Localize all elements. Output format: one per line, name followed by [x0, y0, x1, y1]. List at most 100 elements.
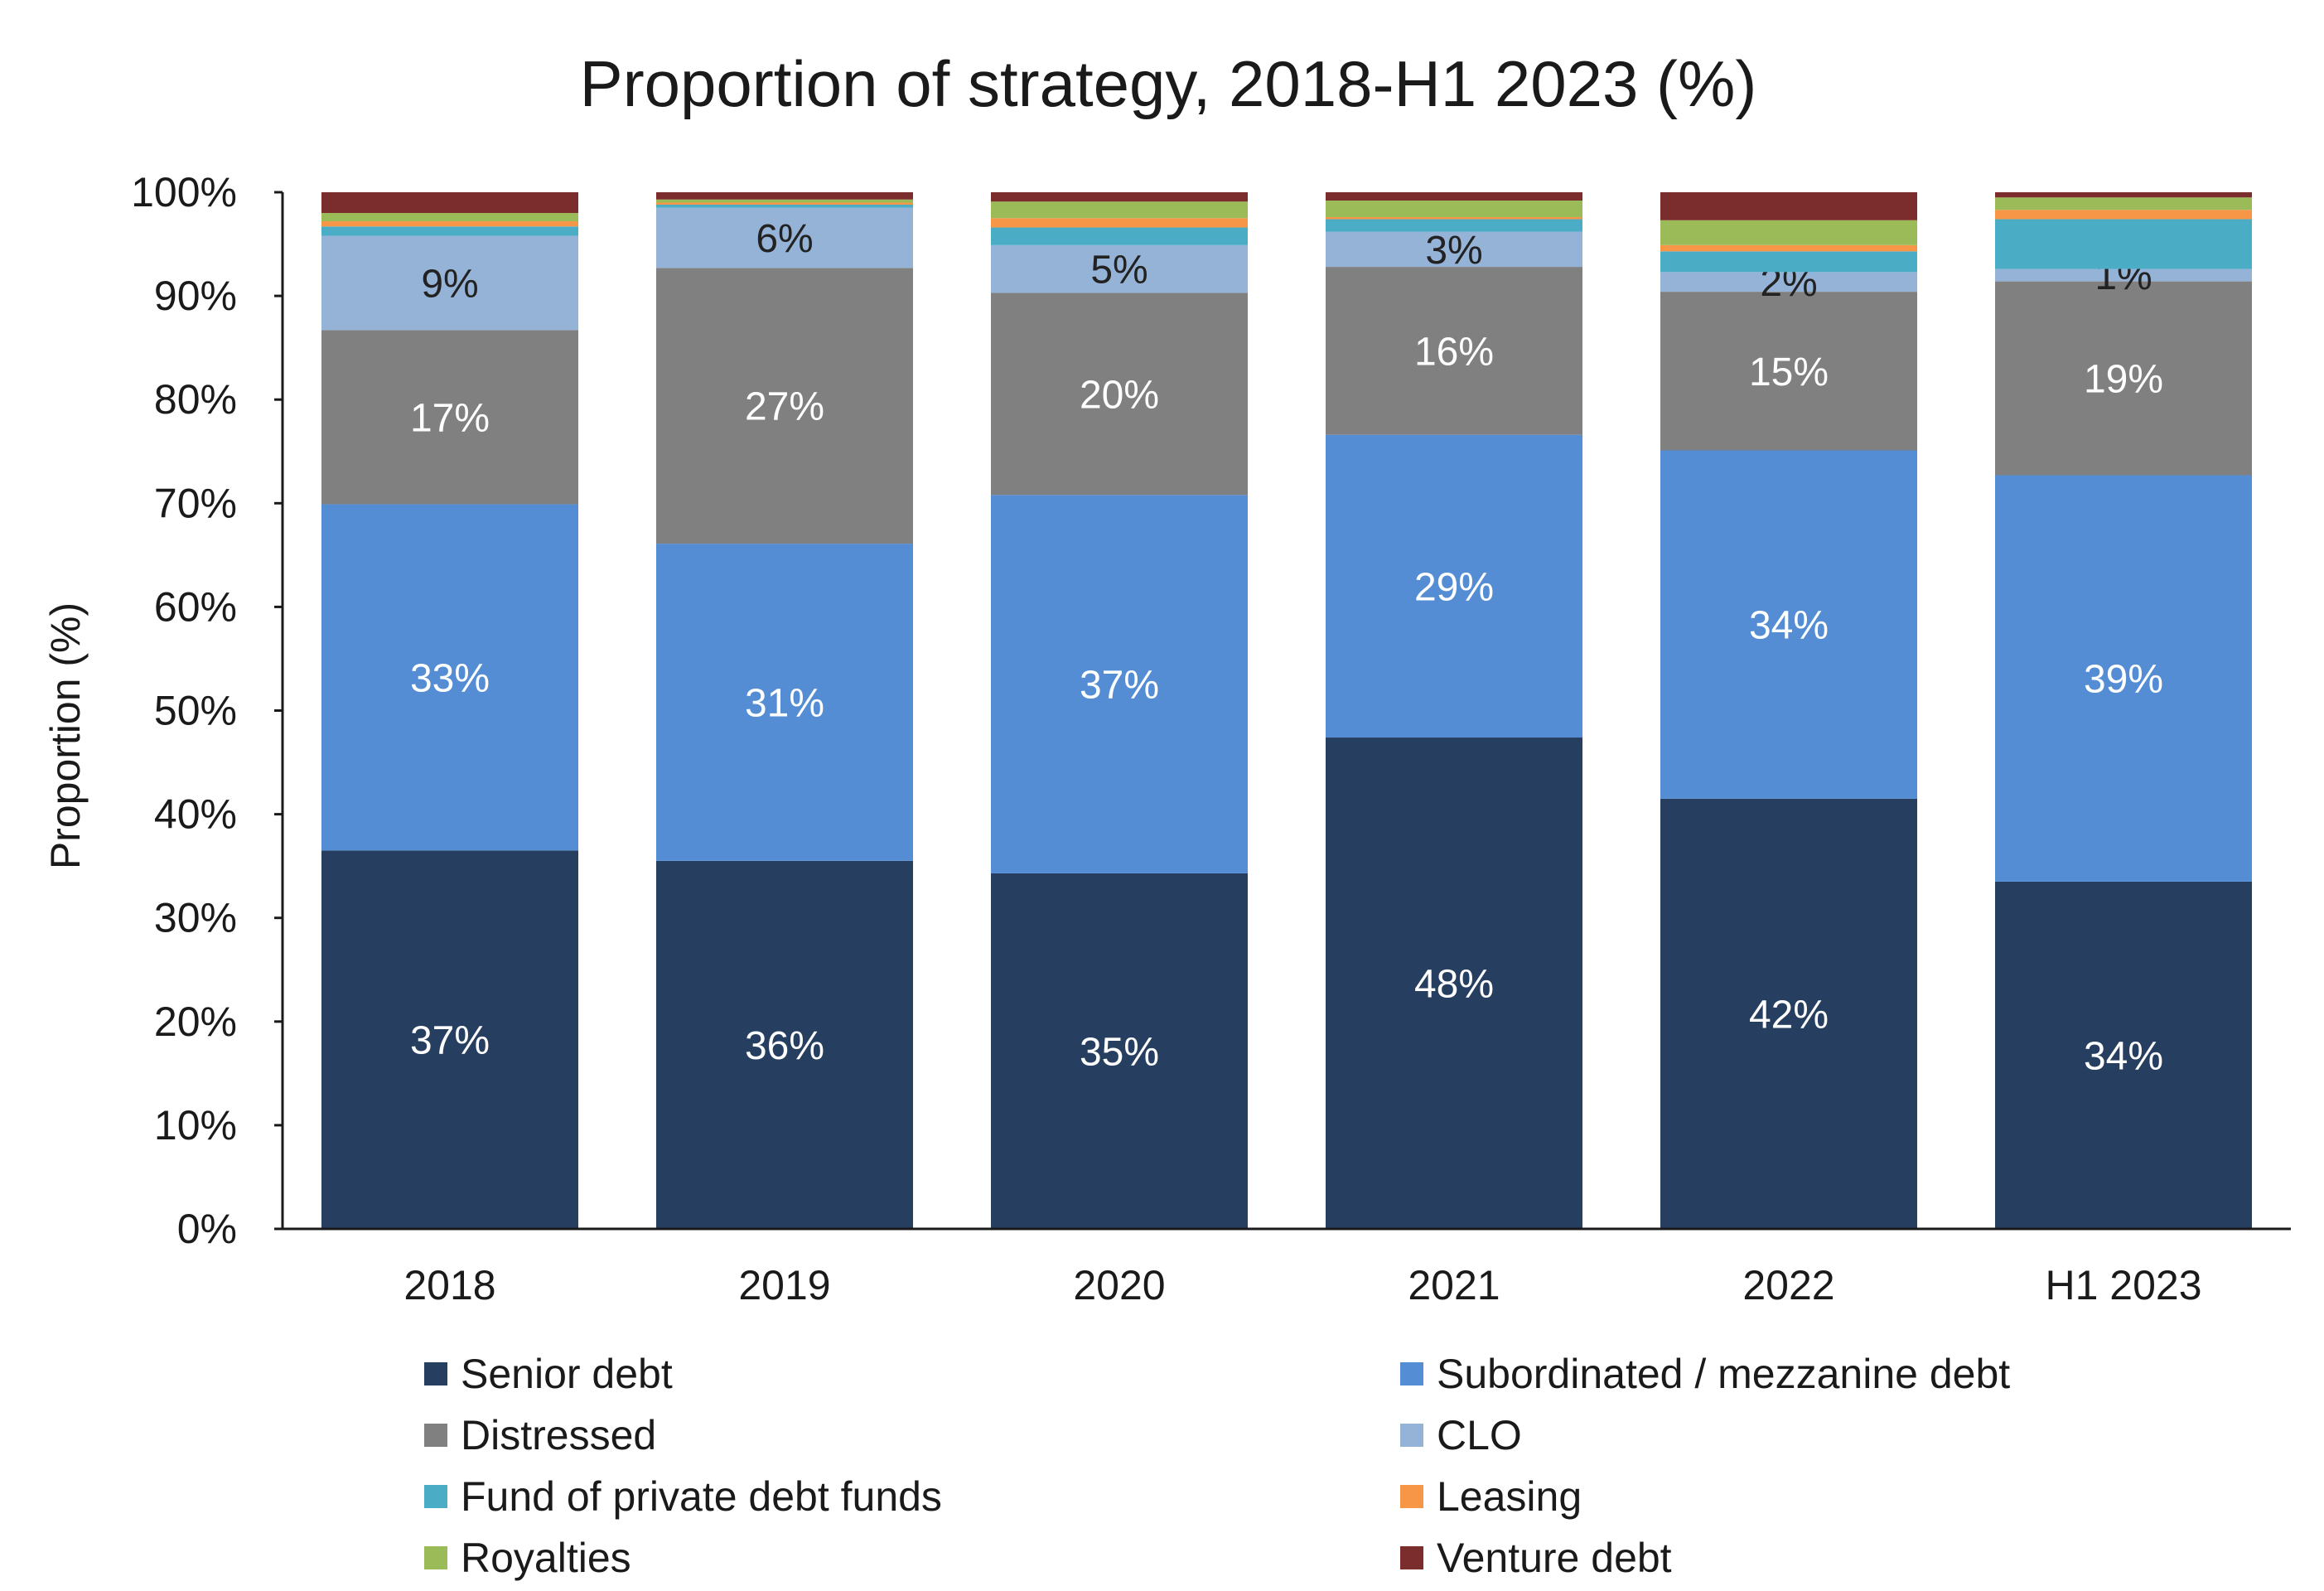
data-label: 5% [1090, 249, 1148, 293]
bar-segment [1660, 220, 1917, 245]
y-axis-label: Proportion (%) [42, 602, 89, 869]
x-tick-label: 2022 [1742, 1262, 1834, 1308]
data-label: 37% [1080, 664, 1159, 708]
bar-segment [1660, 251, 1917, 273]
bar-segment [1326, 217, 1582, 220]
y-tick-label: 90% [154, 273, 237, 319]
bar-segment [1660, 798, 1917, 1229]
bar-segment [1326, 434, 1582, 738]
data-label: 36% [745, 1024, 824, 1068]
bar-segment [656, 202, 913, 206]
bar-segment [321, 226, 578, 236]
bar-segment [991, 293, 1248, 496]
x-tick-label: 2019 [738, 1262, 830, 1308]
legend-item: Royalties [424, 1535, 631, 1581]
data-label: 3% [1425, 229, 1482, 273]
legend-label: CLO [1437, 1412, 1522, 1458]
bar-segment [656, 860, 913, 1229]
data-label: 19% [2084, 358, 2163, 402]
legend-label: Venture debt [1437, 1535, 1672, 1581]
bar-segment [321, 504, 578, 851]
legend-item: Fund of private debt funds [424, 1473, 942, 1520]
legend-label: Senior debt [461, 1351, 673, 1397]
data-label: 29% [1414, 565, 1494, 609]
legend-item: Subordinated / mezzanine debt [1400, 1351, 2010, 1397]
legend-swatch [1400, 1362, 1423, 1385]
bar-segment [1995, 192, 2252, 198]
chart-title: Proportion of strategy, 2018-H1 2023 (%) [580, 47, 1757, 120]
x-tick-label: 2020 [1073, 1262, 1165, 1308]
bar-segment [1326, 192, 1582, 201]
x-tick-label: H1 2023 [2045, 1262, 2201, 1308]
legend-item: Leasing [1400, 1473, 1582, 1520]
bar-segment [1995, 281, 2252, 476]
bar-segment [321, 235, 578, 331]
bar-segment [321, 850, 578, 1229]
data-label: 37% [410, 1019, 490, 1063]
legend-label: Royalties [461, 1535, 631, 1581]
bar-segment [1660, 244, 1917, 252]
x-tick-label: 2021 [1408, 1262, 1500, 1308]
data-label: 33% [410, 656, 490, 700]
bar-segment [321, 330, 578, 505]
legend: Senior debt Subordinated / mezzanine debt… [424, 1351, 2010, 1581]
bar-segment [656, 268, 913, 544]
y-tick-label: 0% [177, 1206, 237, 1252]
legend-item: CLO [1400, 1412, 1522, 1458]
data-label: 35% [1080, 1030, 1159, 1074]
bar-segment [656, 199, 913, 203]
bar-segment [1995, 268, 2252, 282]
y-tick-label: 20% [154, 999, 237, 1045]
bar-segment [656, 207, 913, 268]
legend-swatch [424, 1362, 447, 1385]
data-label: 20% [1080, 373, 1159, 417]
data-label: 27% [745, 385, 824, 429]
bar-segment [321, 221, 578, 227]
y-tick-label: 50% [154, 688, 237, 734]
data-label: 15% [1749, 351, 1829, 394]
y-tick-label: 80% [154, 376, 237, 423]
bar-segment [1995, 881, 2252, 1229]
legend-swatch [424, 1424, 447, 1447]
bar-segment [1326, 267, 1582, 435]
data-label: 39% [2084, 658, 2163, 702]
data-label: 42% [1749, 993, 1829, 1037]
data-label: 17% [410, 396, 490, 440]
data-label: 6% [756, 217, 813, 261]
bar-segment [1995, 197, 2252, 210]
bar-segment [656, 544, 913, 861]
bar-segment [1995, 219, 2252, 269]
data-label: 31% [745, 681, 824, 725]
bar-segment [991, 227, 1248, 245]
legend-item: Venture debt [1400, 1535, 1672, 1581]
bar-segment [991, 201, 1248, 219]
bar-segment [1995, 210, 2252, 220]
y-tick-label: 40% [154, 791, 237, 838]
legend-label: Fund of private debt funds [461, 1473, 942, 1520]
y-tick-label: 30% [154, 895, 237, 941]
bars-group: 37% 33% 17% 9% 36% 31% 27% 6% 35% 37% 20% 5% 48% 29% 1… [321, 192, 2252, 1229]
bar-segment [321, 213, 578, 222]
bar-segment [1995, 475, 2252, 882]
bar-segment [1326, 231, 1582, 268]
y-tick-label: 60% [154, 583, 237, 630]
bar-segment [656, 205, 913, 208]
bar-segment [1326, 737, 1582, 1229]
bar-segment [991, 873, 1248, 1229]
bar-segment [1660, 292, 1917, 451]
y-tick-label: 70% [154, 480, 237, 526]
legend-swatch [1400, 1485, 1423, 1508]
x-tick-label: 2018 [403, 1262, 495, 1308]
legend-label: Distressed [461, 1412, 656, 1458]
legend-item: Distressed [424, 1412, 656, 1458]
bar-segment [991, 495, 1248, 873]
legend-label: Leasing [1437, 1473, 1582, 1520]
axes-group: 2018 2019 2020 2021 2022 H1 2023 0% 10% 20% 30% 40… [131, 169, 2291, 1308]
bar-segment [1326, 219, 1582, 232]
legend-swatch [424, 1546, 447, 1569]
bar-segment [1660, 272, 1917, 293]
data-label: 34% [1749, 604, 1829, 648]
data-label: 48% [1414, 963, 1494, 1007]
